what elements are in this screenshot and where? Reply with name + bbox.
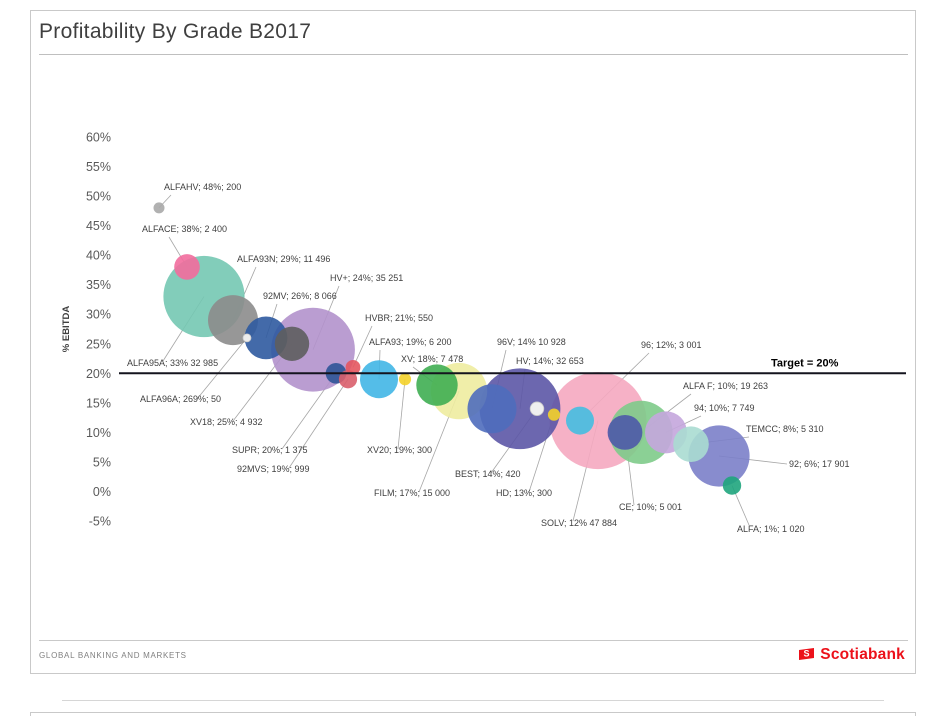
- callout-label-alface: ALFACE; 38%; 2 400: [142, 224, 227, 234]
- callout-label-supr: SUPR; 20%; 1 375: [232, 445, 308, 455]
- footer-left-text: GLOBAL BANKING AND MARKETS: [39, 650, 187, 660]
- bubble-96: [566, 406, 594, 435]
- y-axis-label: % EBITDA: [61, 306, 72, 353]
- target-line-label: Target = 20%: [771, 357, 839, 369]
- callout-label-xv20: XV20; 19%; 300: [367, 445, 432, 455]
- callout-label-alfa93n: ALFA93N; 29%; 11 496: [237, 254, 330, 264]
- callout-line-alfa96a: [196, 337, 248, 400]
- bubble-alfa93: [360, 360, 398, 399]
- brand-name: Scotiabank: [820, 646, 905, 663]
- callout-label-alfa95a: ALFA95A; 33% 32 985: [127, 358, 218, 368]
- y-axis-tick: 5%: [93, 455, 111, 469]
- scotiabank-flag-icon: S: [799, 647, 815, 660]
- next-slide-edge-2: [30, 712, 916, 716]
- y-axis-tick: 60%: [86, 131, 111, 145]
- bubble-xv18: [274, 326, 310, 361]
- callout-label-best: BEST; 14%; 420: [455, 469, 521, 479]
- callout-label-96: 96; 12%; 3 001: [641, 340, 702, 350]
- callout-label-alfahv: ALFAHV; 48%; 200: [164, 182, 241, 192]
- callout-label-xv: XV; 18%; 7 478: [401, 354, 463, 364]
- callout-label-92: 92; 6%; 17 901: [789, 459, 850, 469]
- bubble-hd: [547, 408, 561, 421]
- footer-divider: [39, 640, 908, 641]
- profitability-bubble-chart: 60% 55% 50% 45% 40% 35% 30% 25% 20% 15% 10% 5% 0% -5%…: [61, 131, 906, 534]
- svg-text:S: S: [804, 648, 810, 658]
- callout-label-alfa93: ALFA93; 19%; 6 200: [369, 337, 452, 347]
- slide: Profitability By Grade B2017 60% 55% 50% 45…: [30, 10, 916, 674]
- title-divider: [39, 54, 908, 55]
- bubble-xv20: [398, 373, 412, 386]
- callout-label-hv: HV; 14%; 32 653: [516, 356, 584, 366]
- bubble-alfahv: [153, 202, 165, 214]
- callout-label-hd: HD; 13%; 300: [496, 488, 552, 498]
- callout-line-xv20: [397, 379, 406, 450]
- bubble-best: [529, 401, 545, 416]
- y-axis-tick: 15%: [86, 396, 111, 410]
- footer: GLOBAL BANKING AND MARKETS S Scotiabank: [39, 644, 905, 666]
- bubble-hvbr: [345, 360, 361, 375]
- page-title: Profitability By Grade B2017: [39, 20, 312, 43]
- callout-label-xv18: XV18; 25%; 4 932: [190, 417, 263, 427]
- y-axis-tick: -5%: [89, 515, 111, 529]
- callout-label-temcc: TEMCC; 8%; 5 310: [746, 424, 824, 434]
- bubble-ce: [607, 414, 643, 450]
- scotiabank-logo: S Scotiabank: [798, 646, 905, 664]
- y-axis-tick: 25%: [86, 337, 111, 351]
- y-axis-tick: 30%: [86, 308, 111, 322]
- callout-label-92mvs: 92MVS; 19%; 999: [237, 464, 310, 474]
- callout-line-hvbr: [352, 325, 373, 368]
- callout-label-hvbr: HVBR; 21%; 550: [365, 313, 433, 323]
- y-axis-tick: 55%: [86, 160, 111, 174]
- callout-label-alfa: ALFA; 1%; 1 020: [737, 524, 805, 534]
- y-axis-tick: 50%: [86, 190, 111, 204]
- bubble-96v: [467, 384, 517, 434]
- bubble-alface: [174, 254, 200, 280]
- bubble-alfa: [722, 476, 742, 495]
- callout-label-hv: HV+; 24%; 35 251: [330, 273, 403, 283]
- callout-label-solv: SOLV; 12% 47 884: [541, 518, 617, 528]
- callout-label-94: 94; 10%; 7 749: [694, 403, 755, 413]
- y-axis-tick: 40%: [86, 249, 111, 263]
- callout-label-96v: 96V; 14% 10 928: [497, 337, 566, 347]
- y-axis-tick: 20%: [86, 367, 111, 381]
- y-axis-tick: 10%: [86, 426, 111, 440]
- y-axis-tick: 45%: [86, 219, 111, 233]
- bubble-xv: [416, 364, 458, 406]
- y-axis-tick: 35%: [86, 278, 111, 292]
- callout-label-ce: CE; 10%; 5 001: [619, 502, 682, 512]
- callout-label-alfa96a: ALFA96A; 269%; 50: [140, 394, 221, 404]
- callout-label-film: FILM; 17%; 15 000: [374, 488, 450, 498]
- next-slide-edge: [62, 700, 884, 701]
- callout-label-92mv: 92MV; 26%; 8 066: [263, 291, 337, 301]
- y-axis-tick: 0%: [93, 485, 111, 499]
- callout-line-92mvs: [288, 378, 349, 469]
- callout-label-alfa-f: ALFA F; 10%; 19 263: [683, 381, 768, 391]
- bubble-alfa96a: [242, 333, 252, 343]
- bubble-temcc: [673, 426, 709, 463]
